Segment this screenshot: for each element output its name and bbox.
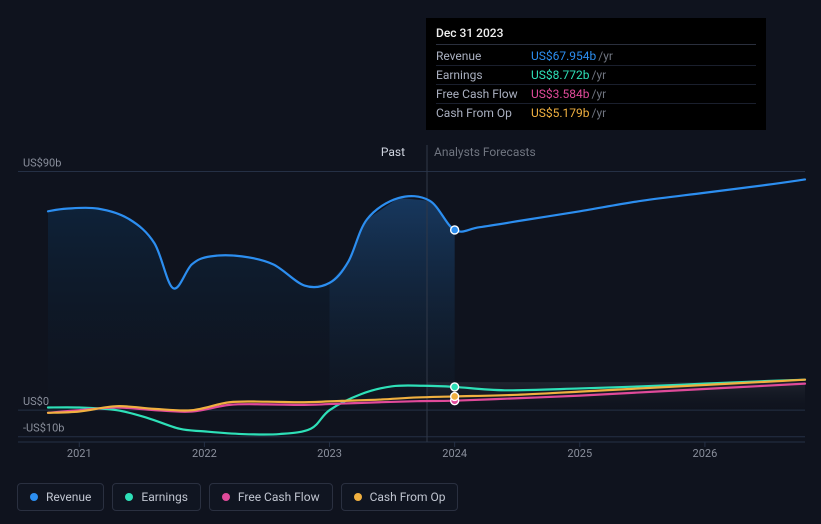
tooltip-row: RevenueUS$67.954b/yr: [436, 47, 756, 66]
highlight-area-fill: [330, 198, 455, 410]
series-marker-revenue: [451, 226, 459, 234]
legend-item-earnings[interactable]: Earnings: [112, 483, 201, 511]
tooltip-row-value: US$5.179b: [531, 106, 590, 120]
tooltip-row-label: Cash From Op: [436, 106, 531, 120]
tooltip-date: Dec 31 2023: [436, 26, 756, 45]
tooltip-row-value: US$67.954b: [531, 49, 596, 63]
legend-item-cfo[interactable]: Cash From Op: [341, 483, 459, 511]
y-axis-label: US$90b: [23, 157, 61, 170]
x-axis-label: 2024: [442, 447, 467, 460]
tooltip-row-unit: /yr: [592, 87, 607, 101]
series-marker-cfo: [451, 392, 459, 400]
tooltip-row: Cash From OpUS$5.179b/yr: [436, 104, 756, 122]
x-axis-label: 2026: [693, 447, 718, 460]
tooltip-row: Free Cash FlowUS$3.584b/yr: [436, 85, 756, 104]
tooltip-row-label: Free Cash Flow: [436, 87, 531, 101]
series-marker-earnings: [451, 383, 459, 391]
tooltip-row-value: US$8.772b: [531, 68, 590, 82]
legend-item-label: Earnings: [141, 490, 188, 504]
tooltip-row-unit: /yr: [592, 106, 607, 120]
legend-item-fcf[interactable]: Free Cash Flow: [209, 483, 333, 511]
legend-dot-icon: [354, 493, 362, 501]
header-forecast-label: Analysts Forecasts: [434, 145, 536, 159]
legend-item-revenue[interactable]: Revenue: [17, 483, 104, 511]
tooltip-row-unit: /yr: [598, 49, 613, 63]
x-axis-label: 2021: [67, 447, 92, 460]
legend-dot-icon: [30, 493, 38, 501]
x-axis-label: 2023: [317, 447, 342, 460]
legend-item-label: Cash From Op: [370, 490, 446, 504]
tooltip-row: EarningsUS$8.772b/yr: [436, 66, 756, 85]
legend-item-label: Revenue: [46, 490, 91, 504]
tooltip-row-value: US$3.584b: [531, 87, 590, 101]
tooltip-row-label: Revenue: [436, 49, 531, 63]
y-axis-label: -US$10b: [23, 422, 64, 435]
x-axis-label: 2022: [192, 447, 217, 460]
chart-tooltip: Dec 31 2023 RevenueUS$67.954b/yrEarnings…: [426, 18, 766, 130]
tooltip-row-unit: /yr: [592, 68, 607, 82]
legend-item-label: Free Cash Flow: [238, 490, 320, 504]
chart-legend: Revenue Earnings Free Cash Flow Cash From O…: [17, 483, 458, 511]
header-past-label: Past: [381, 145, 405, 159]
tooltip-row-label: Earnings: [436, 68, 531, 82]
legend-dot-icon: [222, 493, 230, 501]
legend-dot-icon: [125, 493, 133, 501]
y-axis-label: US$0: [23, 395, 49, 408]
x-axis-label: 2025: [567, 447, 592, 460]
